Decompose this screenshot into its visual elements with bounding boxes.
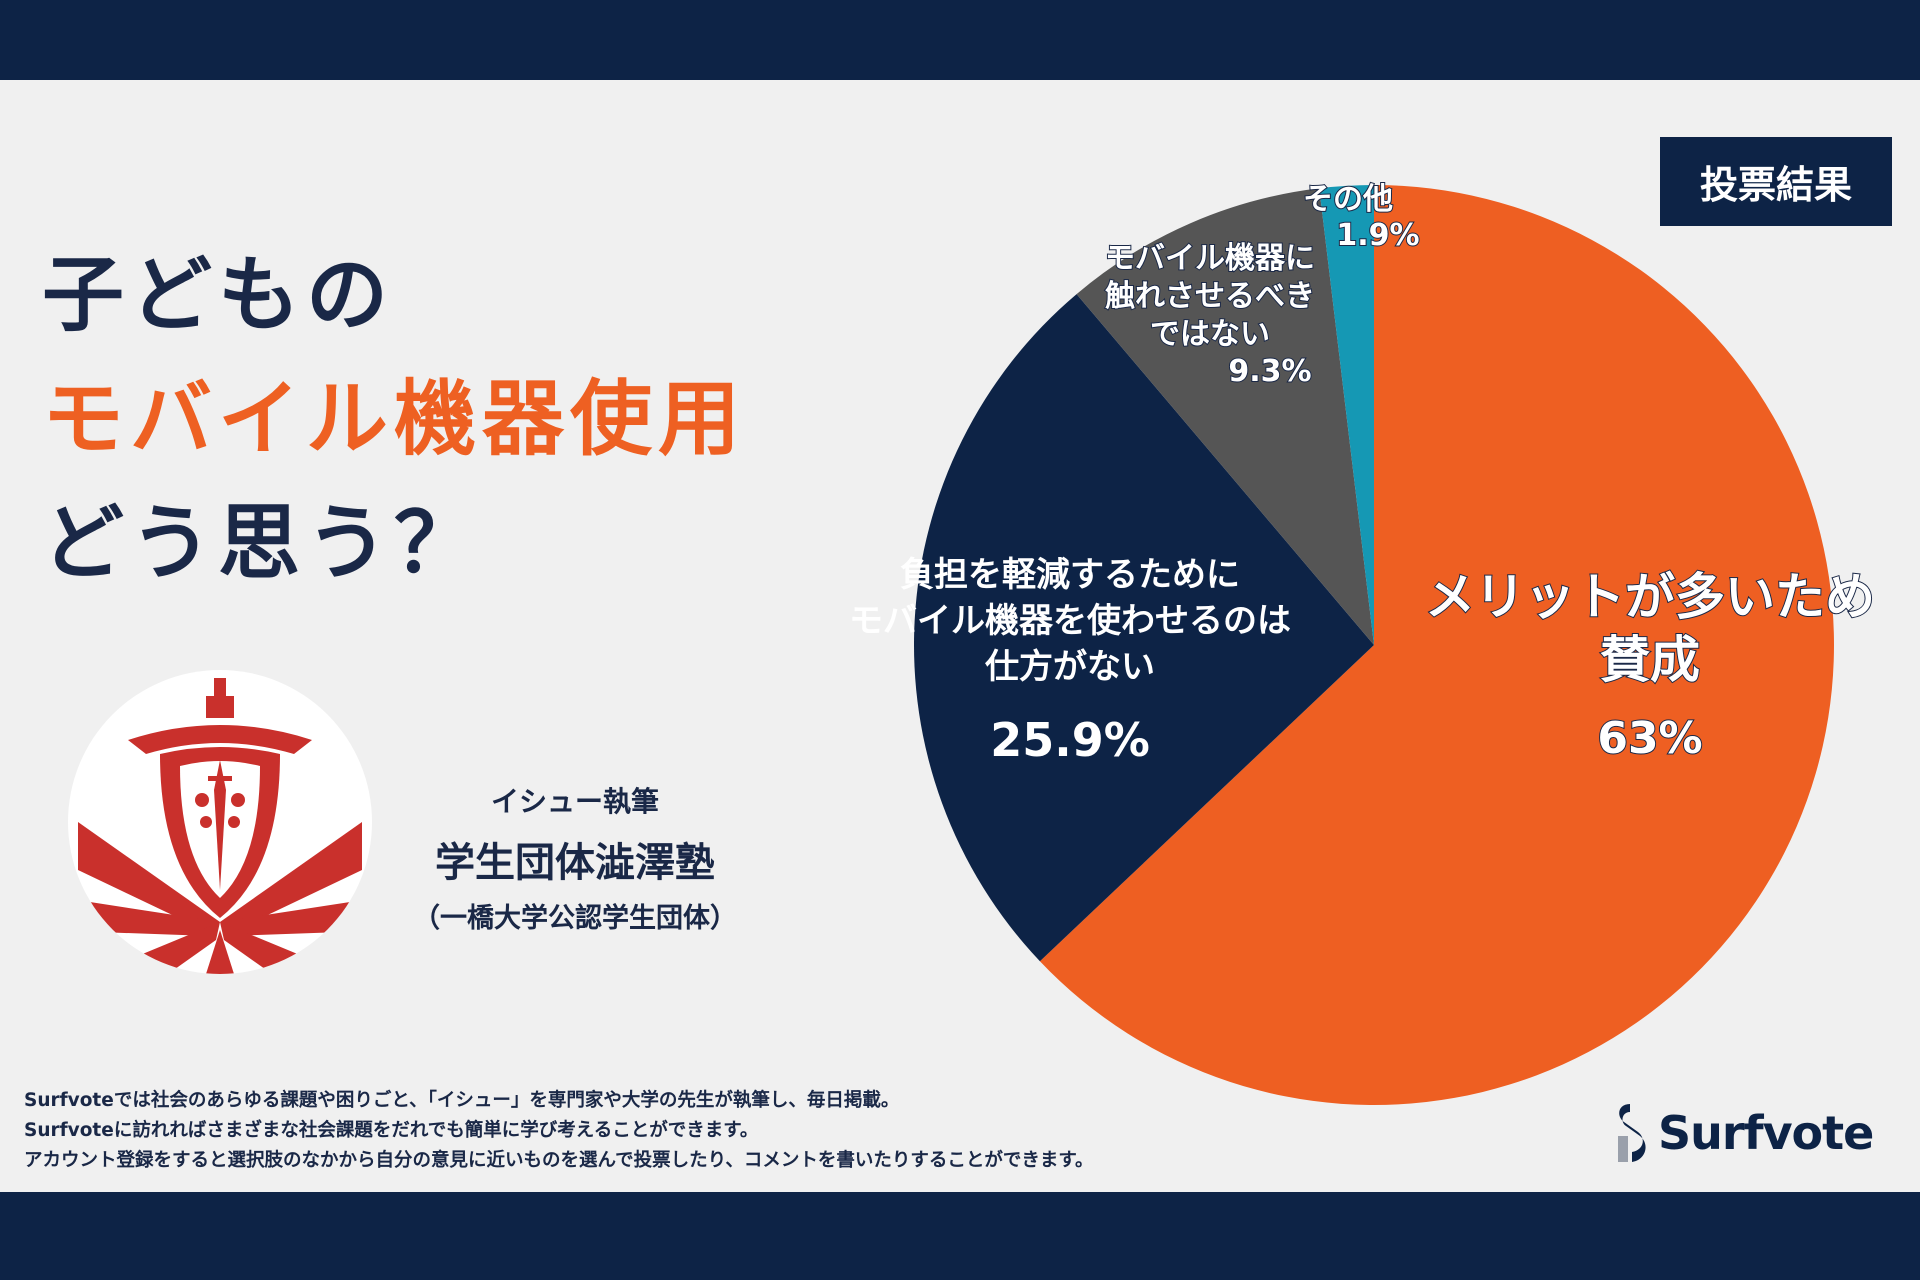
title-line-3: どう思う？ — [42, 496, 483, 591]
pie-slice-merit — [1039, 185, 1834, 1106]
issue-author-label: イシュー執筆 — [490, 785, 659, 818]
top-banner — [0, 0, 1920, 80]
slice-value-burden: 25.9% — [990, 712, 1150, 767]
slice-label-burden-line2: モバイル機器を使わせるのは — [849, 601, 1291, 642]
author-name: 学生団体澁澤塾 — [435, 840, 715, 886]
title-line-1: 子どもの — [42, 248, 395, 343]
slice-label-other-line1: その他 — [1302, 181, 1394, 218]
surfvote-logo-icon — [1618, 1104, 1646, 1162]
slice-value-merit: 63% — [1596, 712, 1703, 765]
slice-label-burden-line1: 負担を軽減するために — [900, 555, 1240, 595]
bottom-banner — [0, 1192, 1920, 1280]
title-line-2: モバイル機器使用 — [42, 372, 747, 467]
slice-label-merit-line2: 賛成 — [1599, 630, 1701, 690]
slice-label-should-not-line1: モバイル機器に — [1104, 240, 1316, 277]
footer-line: Surfvoteに訪れればさまざまな社会課題をだれでも簡単に学び考えることができ… — [24, 1119, 759, 1141]
pie-slice-other — [1319, 185, 1374, 645]
surfvote-brand[interactable]: Surfvote — [1612, 1102, 1874, 1164]
organization-logo — [68, 670, 372, 974]
pie-slice-burden — [913, 294, 1374, 962]
pie-slice-should-not — [1076, 188, 1374, 645]
slice-label-should-not-line2: 触れさせるべき — [1104, 278, 1316, 315]
slice-label-other: その他 1.9% — [1268, 181, 1428, 254]
author-affiliation: （一橋大学公認学生団体） — [413, 903, 737, 934]
result-badge: 投票結果 — [1660, 137, 1892, 226]
slice-label-should-not-line3: ではない — [1149, 316, 1271, 353]
slice-label-should-not: モバイル機器に 触れさせるべき ではない 9.3% — [1080, 240, 1340, 391]
slice-label-merit: メリットが多いため 賛成 63% — [1395, 566, 1905, 766]
footer-line: Surfvoteでは社会のあらゆる課題や困りごと、「イシュー」を専門家や大学の先… — [24, 1090, 900, 1111]
surfvote-wordmark: Surfvote — [1658, 1106, 1874, 1160]
slice-value-other: 1.9% — [1335, 217, 1420, 254]
footer-line: アカウント登録をすると選択肢のなかから自分の意見に近いものを選んで投票したり、コ… — [24, 1149, 1094, 1171]
slice-label-burden: 負担を軽減するために モバイル機器を使わせるのは 仕方がない 25.9% — [810, 552, 1330, 771]
slice-label-burden-line3: 仕方がない — [985, 647, 1155, 688]
slice-value-should-not: 9.3% — [1227, 353, 1312, 390]
footer-description: Surfvoteでは社会のあらゆる課題や困りごと、「イシュー」を専門家や大学の先… — [24, 1086, 1094, 1176]
slice-label-merit-line1: メリットが多いため — [1424, 567, 1876, 627]
